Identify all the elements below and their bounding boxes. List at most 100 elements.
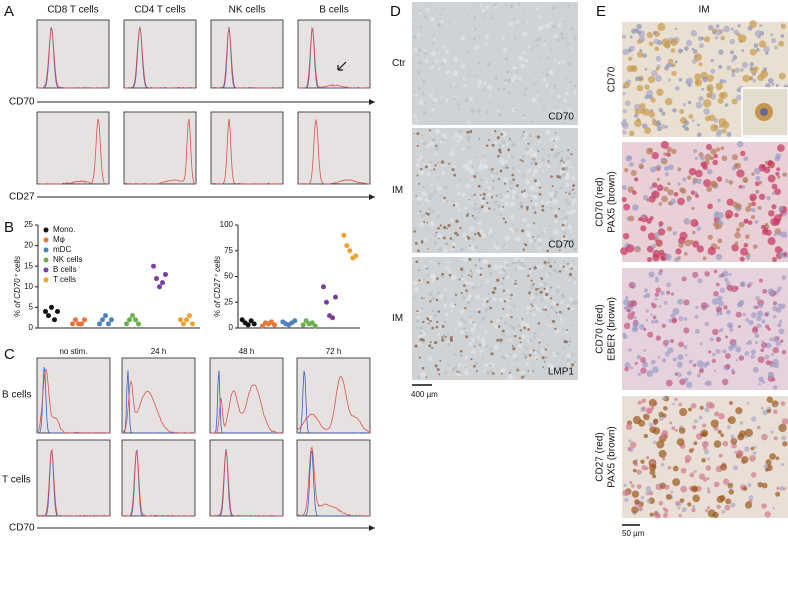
tissue-cell xyxy=(751,172,755,176)
tissue-cell xyxy=(452,148,455,151)
tissue-cell xyxy=(668,58,674,64)
panel-label: B xyxy=(4,219,14,236)
tissue-cell xyxy=(474,345,476,347)
tissue-cell xyxy=(658,107,664,113)
tissue-cell xyxy=(528,353,532,357)
tissue-cell xyxy=(764,222,769,226)
histogram-box xyxy=(121,357,196,434)
scale-label: 400 µm xyxy=(411,390,438,399)
tissue-cell xyxy=(480,199,486,205)
tissue-cell xyxy=(654,292,660,297)
tissue-cell xyxy=(490,228,493,231)
tissue-cell xyxy=(677,48,683,54)
tissue-cell xyxy=(649,185,654,190)
tissue-cell xyxy=(692,240,700,248)
tissue-cell xyxy=(760,164,765,169)
tissue-cell xyxy=(567,61,572,66)
tissue-cell xyxy=(441,52,443,54)
tissue-cell xyxy=(419,39,422,42)
tissue-cell xyxy=(624,362,631,368)
tissue-cell xyxy=(706,74,714,83)
tissue-cell xyxy=(491,372,495,375)
tissue-cell xyxy=(515,20,520,25)
tissue-cell xyxy=(509,214,515,219)
tissue-cell xyxy=(429,319,432,323)
tissue-cell xyxy=(559,317,563,321)
tissue-cell xyxy=(683,317,688,321)
tissue-cell xyxy=(533,331,536,335)
tissue-cell xyxy=(554,190,559,195)
tissue-cell xyxy=(551,184,554,188)
tissue-cell xyxy=(574,77,576,79)
tissue-cell xyxy=(715,282,720,287)
tissue-cell xyxy=(638,35,646,42)
tissue-cell xyxy=(694,73,702,81)
tissue-cell xyxy=(760,70,769,79)
tissue-cell xyxy=(691,47,695,51)
tissue-cell xyxy=(761,503,767,509)
tissue-cell xyxy=(715,306,722,313)
tissue-cell xyxy=(525,356,528,359)
tissue-cell xyxy=(565,182,569,187)
tissue-cell xyxy=(756,48,760,52)
tissue-cell xyxy=(485,279,490,284)
tissue-cell xyxy=(645,407,653,414)
tissue-cell xyxy=(441,58,447,64)
tissue-cell xyxy=(745,317,750,323)
tissue-cell xyxy=(731,98,738,105)
tissue-cell xyxy=(754,341,759,345)
tissue-cell xyxy=(718,118,727,127)
tissue-cell xyxy=(647,75,656,84)
tissue-cell xyxy=(753,43,759,48)
tissue-cell xyxy=(483,155,486,158)
data-point xyxy=(303,318,309,324)
tissue-cell xyxy=(729,401,733,405)
tissue-cell xyxy=(459,247,464,252)
tissue-cell xyxy=(440,19,444,24)
tissue-cell xyxy=(731,243,739,252)
tissue-cell xyxy=(472,37,476,41)
tissue-cell xyxy=(571,13,574,16)
tissue-cell xyxy=(512,304,516,308)
tissue-cell xyxy=(550,148,554,151)
tissue-cell xyxy=(454,328,457,332)
tissue-cell xyxy=(678,427,686,434)
tissue-cell xyxy=(567,307,571,311)
tissue-cell xyxy=(557,285,560,289)
tissue-cell xyxy=(778,40,785,47)
tissue-cell xyxy=(754,167,761,175)
tissue-cell xyxy=(658,271,663,276)
tissue-cell xyxy=(426,317,430,321)
tissue-cell xyxy=(469,226,475,232)
tissue-cell xyxy=(529,162,534,166)
tissue-cell xyxy=(705,509,709,513)
tissue-cell xyxy=(624,168,629,173)
tissue-cell xyxy=(629,35,633,39)
tissue-cell xyxy=(676,372,682,378)
tissue-cell xyxy=(646,370,654,377)
legend-label: NK cells xyxy=(53,255,82,264)
tissue-cell xyxy=(735,203,742,210)
tissue-cell xyxy=(465,335,469,339)
tissue-cell xyxy=(773,385,778,390)
tissue-cell xyxy=(443,320,447,323)
tissue-cell xyxy=(460,317,464,321)
tissue-cell xyxy=(720,433,724,437)
tissue-cell xyxy=(696,178,702,185)
tissue-cell xyxy=(518,55,524,62)
tissue-cell xyxy=(538,264,544,270)
tissue-cell xyxy=(646,498,652,504)
tissue-cell xyxy=(419,326,424,331)
tissue-cell xyxy=(494,76,498,80)
tissue-cell xyxy=(544,348,547,351)
histogram-box xyxy=(209,439,284,517)
tissue-cell xyxy=(642,53,648,58)
tissue-cell xyxy=(536,237,543,243)
tissue-cell xyxy=(509,371,512,374)
tissue-cell xyxy=(706,487,711,491)
tissue-cell xyxy=(511,261,514,265)
tissue-cell xyxy=(640,495,645,500)
tissue-cell xyxy=(469,8,473,11)
data-point xyxy=(73,317,78,323)
tissue-cell xyxy=(547,153,551,157)
